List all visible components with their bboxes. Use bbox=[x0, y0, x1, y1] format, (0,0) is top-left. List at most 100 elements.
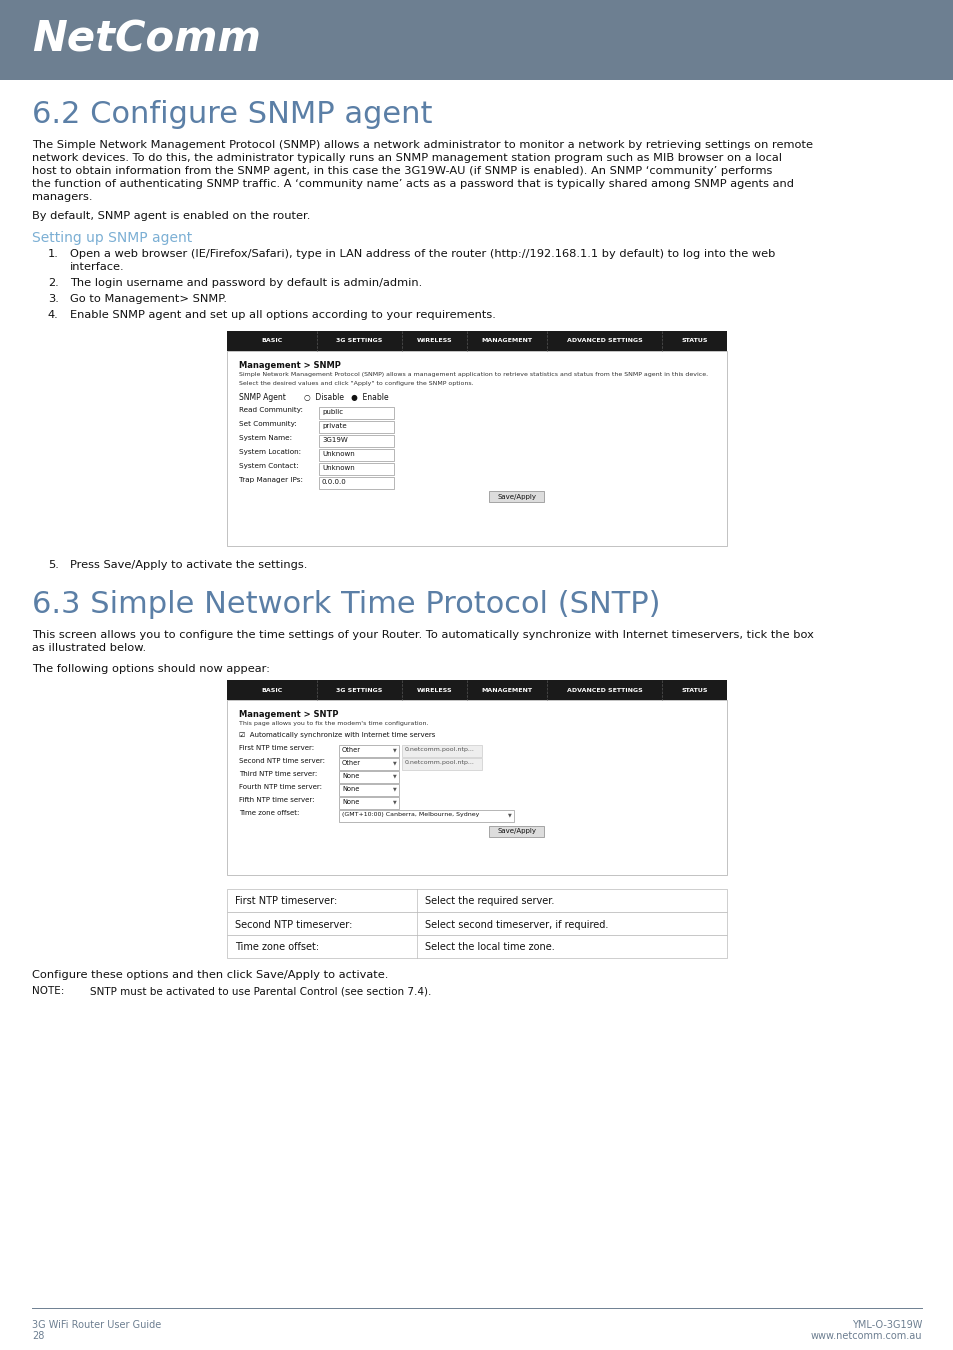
Text: Select the required server.: Select the required server. bbox=[424, 896, 554, 906]
Text: 28: 28 bbox=[32, 1331, 45, 1341]
Text: ▼: ▼ bbox=[393, 748, 396, 752]
Text: Open a web browser (IE/Firefox/Safari), type in LAN address of the router (http:: Open a web browser (IE/Firefox/Safari), … bbox=[70, 248, 775, 259]
Bar bbox=[338, 757, 398, 769]
Text: Go to Management> SNMP.: Go to Management> SNMP. bbox=[70, 294, 227, 304]
Bar bbox=[227, 331, 726, 351]
Bar bbox=[338, 771, 398, 783]
Text: BASIC: BASIC bbox=[261, 687, 282, 693]
Text: The login username and password by default is admin/admin.: The login username and password by defau… bbox=[70, 278, 422, 288]
Text: 0.netcomm.pool.ntp...: 0.netcomm.pool.ntp... bbox=[405, 747, 475, 752]
Text: 0.0.0.0: 0.0.0.0 bbox=[322, 479, 346, 485]
Text: ☑  Automatically synchronize with Internet time servers: ☑ Automatically synchronize with Interne… bbox=[239, 732, 435, 738]
Bar bbox=[318, 463, 394, 475]
Text: Setting up SNMP agent: Setting up SNMP agent bbox=[32, 231, 193, 244]
Text: Unknown: Unknown bbox=[322, 451, 355, 458]
Text: public: public bbox=[322, 409, 343, 414]
Text: Fourth NTP time server:: Fourth NTP time server: bbox=[239, 784, 322, 790]
Text: First NTP time server:: First NTP time server: bbox=[239, 745, 314, 751]
Text: ▼: ▼ bbox=[507, 813, 511, 818]
Text: 3G WiFi Router User Guide: 3G WiFi Router User Guide bbox=[32, 1320, 161, 1330]
Text: Other: Other bbox=[341, 760, 360, 765]
Text: Second NTP timeserver:: Second NTP timeserver: bbox=[234, 919, 352, 930]
Bar bbox=[318, 435, 394, 447]
Text: Third NTP time server:: Third NTP time server: bbox=[239, 771, 317, 778]
Text: First NTP timeserver:: First NTP timeserver: bbox=[234, 896, 337, 906]
Bar bbox=[401, 757, 481, 769]
Text: SNMP Agent: SNMP Agent bbox=[239, 393, 286, 402]
Bar bbox=[227, 701, 726, 875]
Text: Management > SNTP: Management > SNTP bbox=[239, 710, 338, 720]
Text: None: None bbox=[341, 786, 359, 792]
Text: Unknown: Unknown bbox=[322, 464, 355, 471]
Text: System Location:: System Location: bbox=[239, 450, 301, 455]
Text: This page allows you to fix the modem's time configuration.: This page allows you to fix the modem's … bbox=[239, 721, 428, 726]
Text: www.netcomm.com.au: www.netcomm.com.au bbox=[810, 1331, 921, 1341]
Bar bbox=[489, 826, 544, 837]
Text: ▼: ▼ bbox=[393, 774, 396, 779]
Bar bbox=[489, 491, 544, 502]
Text: The Simple Network Management Protocol (SNMP) allows a network administrator to : The Simple Network Management Protocol (… bbox=[32, 140, 812, 150]
Text: ▼: ▼ bbox=[393, 787, 396, 791]
Bar bbox=[338, 810, 514, 822]
Text: Trap Manager IPs:: Trap Manager IPs: bbox=[239, 477, 303, 483]
Text: System Name:: System Name: bbox=[239, 435, 292, 441]
Bar bbox=[338, 745, 398, 757]
Bar bbox=[227, 680, 726, 701]
Text: interface.: interface. bbox=[70, 262, 125, 271]
Text: Time zone offset:: Time zone offset: bbox=[239, 810, 299, 815]
Text: NOTE:: NOTE: bbox=[32, 986, 64, 996]
Text: 6.2 Configure SNMP agent: 6.2 Configure SNMP agent bbox=[32, 100, 432, 130]
Text: private: private bbox=[322, 423, 346, 429]
Text: NetComm: NetComm bbox=[32, 19, 260, 61]
Text: ADVANCED SETTINGS: ADVANCED SETTINGS bbox=[566, 687, 641, 693]
Text: managers.: managers. bbox=[32, 192, 92, 202]
Bar bbox=[227, 913, 726, 936]
Text: ▼: ▼ bbox=[393, 799, 396, 805]
Text: Select the desired values and click "Apply" to configure the SNMP options.: Select the desired values and click "App… bbox=[239, 381, 473, 386]
Text: 4.: 4. bbox=[48, 310, 59, 320]
Text: BASIC: BASIC bbox=[261, 339, 282, 343]
Text: Select the local time zone.: Select the local time zone. bbox=[424, 942, 554, 953]
Text: WIRELESS: WIRELESS bbox=[416, 687, 452, 693]
Text: (GMT+10:00) Canberra, Melbourne, Sydney: (GMT+10:00) Canberra, Melbourne, Sydney bbox=[341, 811, 478, 817]
Text: 6.3 Simple Network Time Protocol (SNTP): 6.3 Simple Network Time Protocol (SNTP) bbox=[32, 590, 659, 620]
Text: Press Save/Apply to activate the settings.: Press Save/Apply to activate the setting… bbox=[70, 560, 307, 570]
Text: Time zone offset:: Time zone offset: bbox=[234, 942, 319, 953]
Text: Enable SNMP agent and set up all options according to your requirements.: Enable SNMP agent and set up all options… bbox=[70, 310, 496, 320]
Text: Set Community:: Set Community: bbox=[239, 421, 296, 427]
Bar bbox=[227, 351, 726, 545]
Bar bbox=[338, 796, 398, 809]
Text: 3G SETTINGS: 3G SETTINGS bbox=[336, 687, 382, 693]
Text: ○  Disable   ●  Enable: ○ Disable ● Enable bbox=[304, 393, 388, 402]
Text: None: None bbox=[341, 774, 359, 779]
Text: the function of authenticating SNMP traffic. A ‘community name’ acts as a passwo: the function of authenticating SNMP traf… bbox=[32, 180, 793, 189]
Text: 5.: 5. bbox=[48, 560, 59, 570]
Text: STATUS: STATUS bbox=[680, 339, 707, 343]
Text: Other: Other bbox=[341, 747, 360, 753]
Text: Simple Network Management Protocol (SNMP) allows a management application to ret: Simple Network Management Protocol (SNMP… bbox=[239, 373, 707, 377]
Text: This screen allows you to configure the time settings of your Router. To automat: This screen allows you to configure the … bbox=[32, 630, 813, 640]
Text: Management > SNMP: Management > SNMP bbox=[239, 360, 340, 370]
Bar bbox=[338, 784, 398, 796]
Text: System Contact:: System Contact: bbox=[239, 463, 298, 468]
Text: Fifth NTP time server:: Fifth NTP time server: bbox=[239, 796, 314, 803]
Text: 3G19W: 3G19W bbox=[322, 437, 348, 443]
Text: Save/Apply: Save/Apply bbox=[497, 829, 536, 834]
Text: Select second timeserver, if required.: Select second timeserver, if required. bbox=[424, 919, 608, 930]
Text: 3.: 3. bbox=[48, 294, 59, 304]
Bar bbox=[227, 936, 726, 958]
Bar bbox=[0, 0, 953, 80]
Text: SNTP must be activated to use Parental Control (see section 7.4).: SNTP must be activated to use Parental C… bbox=[90, 986, 431, 996]
Text: STATUS: STATUS bbox=[680, 687, 707, 693]
Text: MANAGEMENT: MANAGEMENT bbox=[481, 687, 532, 693]
Text: 0.netcomm.pool.ntp...: 0.netcomm.pool.ntp... bbox=[405, 760, 475, 765]
Text: ▼: ▼ bbox=[393, 760, 396, 765]
Text: as illustrated below.: as illustrated below. bbox=[32, 643, 146, 653]
Text: The following options should now appear:: The following options should now appear: bbox=[32, 664, 270, 674]
Text: YML-O-3G19W: YML-O-3G19W bbox=[851, 1320, 921, 1330]
Text: Second NTP time server:: Second NTP time server: bbox=[239, 757, 325, 764]
Text: Read Community:: Read Community: bbox=[239, 406, 303, 413]
Text: 2.: 2. bbox=[48, 278, 59, 288]
Text: By default, SNMP agent is enabled on the router.: By default, SNMP agent is enabled on the… bbox=[32, 211, 310, 221]
Text: Configure these options and then click Save/Apply to activate.: Configure these options and then click S… bbox=[32, 971, 388, 980]
